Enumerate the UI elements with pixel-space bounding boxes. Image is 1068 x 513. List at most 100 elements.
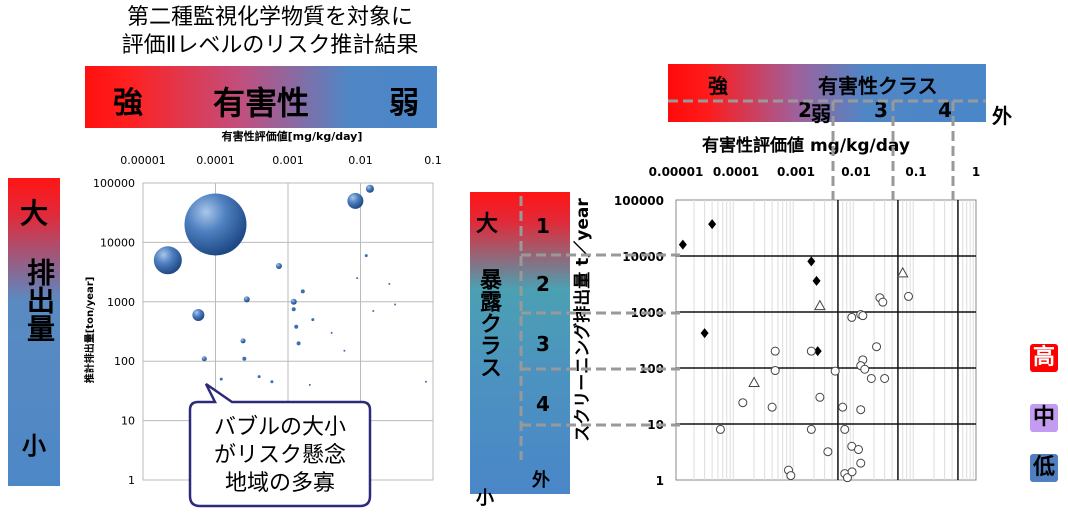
left-bubble <box>153 246 182 275</box>
left-bubble <box>257 375 261 379</box>
emission-large-label: 大 <box>19 197 48 230</box>
risk-legend-high-label: 高 <box>1032 345 1055 370</box>
left-x-tick-label: 0.00001 <box>120 154 166 167</box>
right-x-tick-label: 0.01 <box>841 165 871 179</box>
risk-legend-low: 低 <box>1030 454 1058 482</box>
left-bubble <box>347 192 364 209</box>
left-bubble <box>300 289 305 294</box>
left-title: 第二種監視化学物質を対象に 評価Ⅱレベルのリスク推計結果 <box>60 4 480 60</box>
left-bubble <box>365 184 374 193</box>
right-point-diamond <box>807 256 816 267</box>
hazard-strong-label: 強 <box>113 86 143 121</box>
right-y-tick-label: 1 <box>656 474 664 488</box>
left-y-tick-label: 10000 <box>100 236 135 249</box>
right-plot-area <box>675 199 977 481</box>
right-point-circle <box>856 405 866 415</box>
right-point-circle <box>847 312 857 322</box>
right-point-circle <box>860 364 870 374</box>
left-x-axis-label: 有害性評価値[mg/kg/day] <box>222 129 363 143</box>
emission-small-label: 小 <box>22 432 46 460</box>
left-bubble <box>343 349 346 352</box>
right-point-diamond <box>813 346 822 357</box>
right-point-diamond <box>708 219 717 230</box>
right-hazard-weak: 弱 <box>811 102 831 126</box>
right-point-circle <box>878 297 888 307</box>
right-x-tick-label: 0.0001 <box>713 165 759 179</box>
exposure-class-1: 1 <box>536 214 550 238</box>
right-point-circle <box>880 373 890 383</box>
right-point-circle <box>786 471 796 481</box>
left-bubble <box>296 341 301 346</box>
emission-label: 排出量 <box>23 258 56 342</box>
right-point-circle <box>806 424 816 434</box>
risk-legend-mid: 中 <box>1030 404 1058 432</box>
right-y-tick-label: 100 <box>639 362 664 376</box>
left-bubble <box>192 308 205 321</box>
hazard-weak-label: 弱 <box>389 86 419 121</box>
right-grid <box>675 199 977 481</box>
right-point-circle <box>838 402 848 412</box>
left-bubble <box>308 383 311 386</box>
right-point-triangle <box>748 376 760 388</box>
exposure-class-3: 3 <box>536 332 550 356</box>
right-point-diamond <box>700 328 709 339</box>
left-bubble <box>294 324 299 329</box>
right-y-tick-label: 1000 <box>631 306 664 320</box>
left-bubble <box>242 356 247 361</box>
callout-line1: バブルの大小 <box>214 415 346 440</box>
right-point-circle <box>840 424 850 434</box>
right-hazard-bar: 強 有害性クラス 2 弱 3 4 <box>668 64 986 126</box>
left-bubble <box>330 331 333 334</box>
hazard-outside-label: 外 <box>992 104 1012 128</box>
hazard-label: 有害性 <box>213 84 310 122</box>
right-point-circle <box>770 366 780 376</box>
bubble-callout: バブルの大小 がリスク懸念 地域の多寡 <box>188 382 372 508</box>
right-point-circle <box>866 373 876 383</box>
right-y-tick-label: 100000 <box>614 194 664 208</box>
exposure-small-label: 小 <box>476 488 494 509</box>
right-point-circle <box>830 366 840 376</box>
right-point-circle <box>806 346 816 356</box>
right-hazard-strong: 強 <box>708 74 728 98</box>
hazard-class-4: 4 <box>938 98 952 122</box>
risk-legend-high: 高 <box>1030 344 1058 372</box>
left-hazard-bar: 強 有害性 弱 <box>85 66 437 128</box>
exposure-outside-label: 外 <box>532 470 550 491</box>
right-point-circle <box>856 458 866 468</box>
left-bubble <box>240 338 246 344</box>
right-y-tick-label: 10000 <box>622 250 664 264</box>
callout-line3: 地域の多寡 <box>225 471 335 496</box>
left-bubble <box>275 263 282 270</box>
left-bubble <box>356 277 359 280</box>
left-bubble <box>372 310 375 313</box>
left-bubbles <box>153 184 427 386</box>
right-point-triangle <box>814 299 826 311</box>
right-point-circle <box>715 424 725 434</box>
left-bubble <box>291 307 296 312</box>
left-bubble <box>219 377 223 381</box>
left-x-tick-label: 0.001 <box>272 154 304 167</box>
left-x-tick-label: 0.0001 <box>196 154 235 167</box>
right-point-circle <box>815 392 825 402</box>
right-point-circle <box>767 402 777 412</box>
risk-legend-mid-label: 中 <box>1032 405 1055 430</box>
exposure-class-4: 4 <box>536 392 550 416</box>
right-exposure-bar: 大 暴露クラス 1 2 3 4 外 <box>470 192 570 494</box>
right-point-circle <box>823 447 833 457</box>
right-point-circle <box>738 398 748 408</box>
left-bubble <box>270 380 274 384</box>
left-bubble <box>424 380 427 383</box>
right-point-circle <box>770 346 780 356</box>
left-x-tick-label: 0.01 <box>348 154 373 167</box>
exposure-class-2: 2 <box>536 272 550 296</box>
right-risk-matrix-chart: 0.00001 0.0001 0.001 0.01 0.1 1 1 10 100 1000 1000… <box>572 135 980 488</box>
right-point-circle <box>858 311 868 321</box>
callout-line2: がリスク懸念 <box>214 443 346 468</box>
right-y-axis-label: スクリーニング排出量 t／year <box>572 198 593 442</box>
right-x-axis-label: 有害性評価値 mg/kg/day <box>702 135 910 156</box>
left-title-line2: 評価Ⅱレベルのリスク推計結果 <box>121 33 419 58</box>
exposure-large-label: 大 <box>476 212 499 237</box>
left-bubble <box>394 303 397 306</box>
left-bubble <box>290 298 297 305</box>
exposure-label: 暴露クラス <box>476 268 501 378</box>
